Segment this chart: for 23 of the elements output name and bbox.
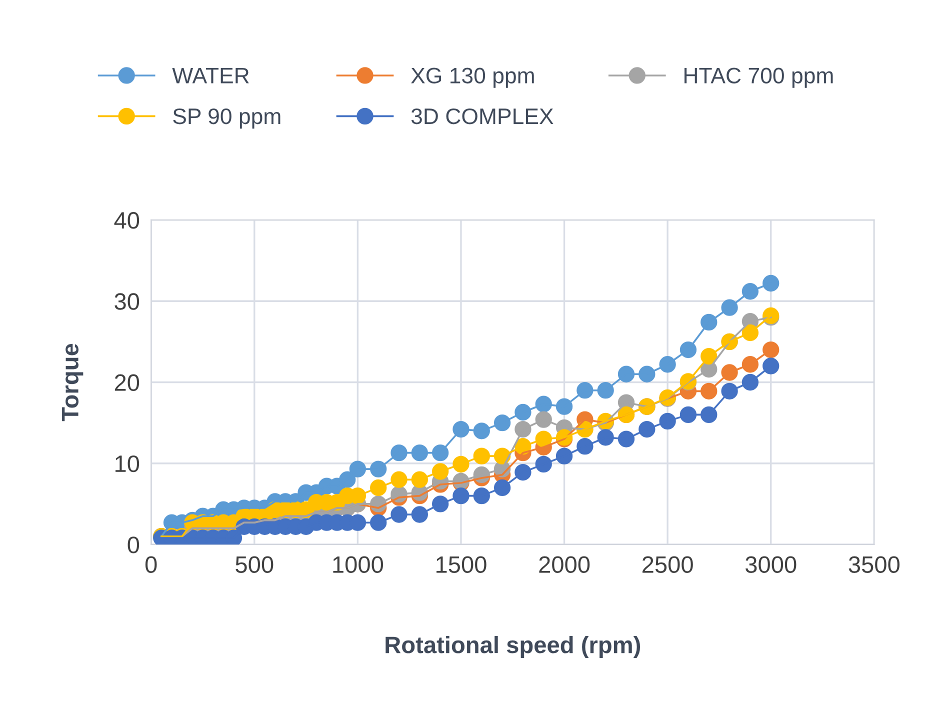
x-tick-label: 2000 — [539, 556, 590, 573]
x-axis-title: Rotational speed (rpm) — [386, 636, 640, 658]
y-axis-title: Torque — [62, 344, 84, 422]
y-tick-label: 40 — [114, 212, 140, 229]
legend-label: WATER — [172, 68, 249, 84]
x-tick-label: 1500 — [436, 556, 486, 573]
legend-label: XG 130 ppm — [411, 68, 534, 88]
legend-label: HTAC 700 ppm — [684, 68, 833, 88]
x-tick-label: 0 — [145, 556, 157, 573]
x-tick-label: 1000 — [333, 556, 384, 573]
point — [762, 358, 780, 374]
point — [762, 341, 780, 358]
legend-label: SP 90 ppm — [173, 108, 280, 129]
x-tick-label: 500 — [236, 556, 274, 573]
x-tick-label: 2500 — [642, 556, 693, 573]
x-tick-label: 3500 — [848, 556, 900, 573]
legend-label: 3D COMPLEX — [411, 108, 554, 124]
y-tick-label: 20 — [114, 374, 140, 392]
y-tick-label: 10 — [116, 455, 140, 472]
point — [762, 274, 780, 292]
y-tick-label: 0 — [128, 536, 140, 554]
x-tick-label: 3000 — [746, 556, 796, 573]
y-tick-label: 30 — [114, 293, 140, 310]
